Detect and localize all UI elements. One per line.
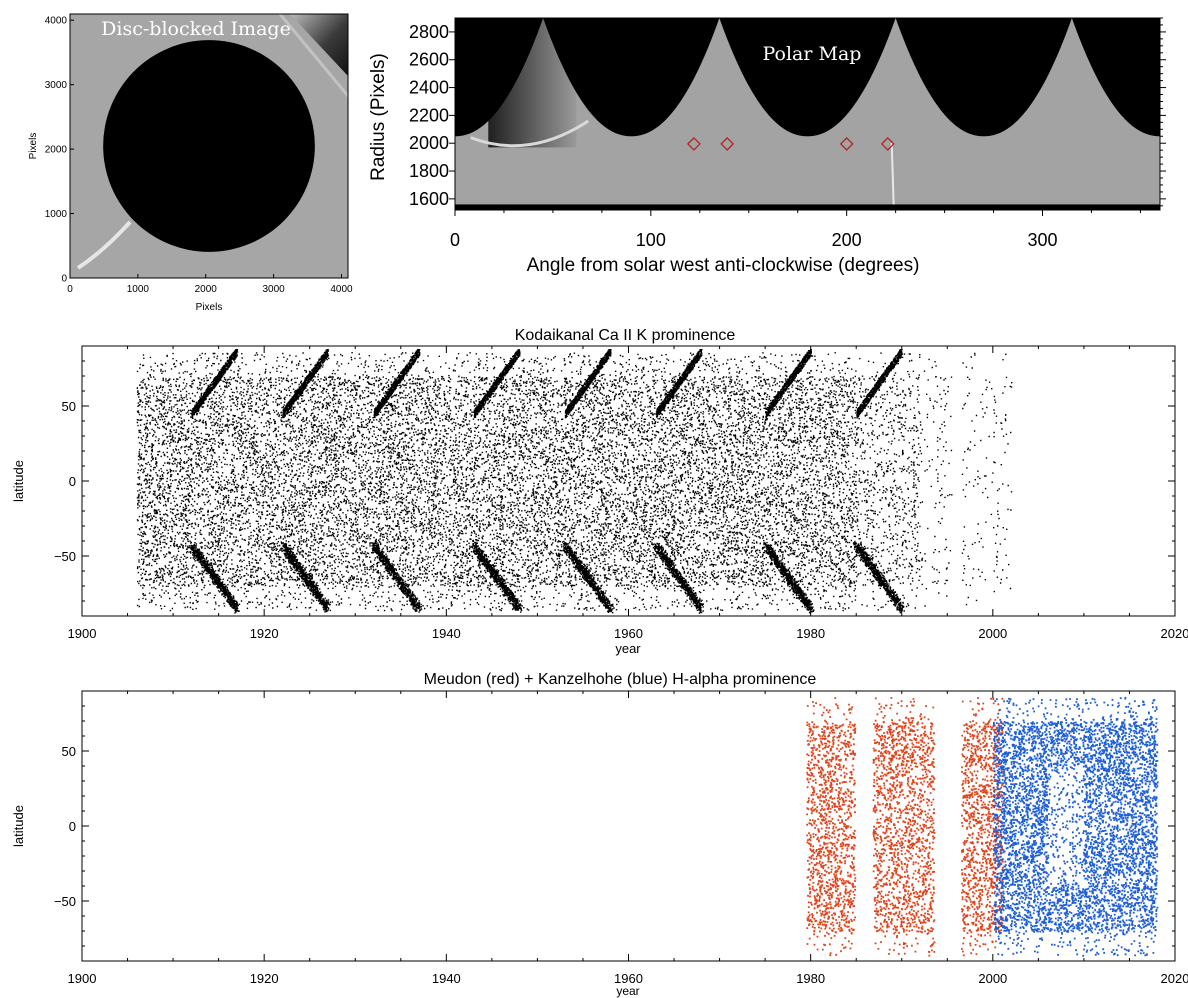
polar-map-bottom-band — [455, 204, 1160, 210]
polar-map-marker — [720, 136, 735, 151]
meudon-kanzelhohe-xtick-label: 1940 — [432, 971, 461, 986]
disc-image-ticks: 0 1000 2000 3000 4000 0 1000 2000 3000 4000 — [45, 16, 353, 295]
polar-map-bright-streak — [890, 143, 895, 205]
disc-image-xlabel: Pixels — [196, 302, 223, 313]
meudon-series — [806, 697, 1004, 957]
disc-image-edge-arc — [76, 220, 132, 270]
panel-disc-image: Disc-blocked Image 0 1000 2000 3000 4000 0 100… — [28, 13, 353, 313]
kodaikanal-ytick-label: 0 — [69, 474, 76, 489]
disc-image-frame — [69, 13, 349, 279]
meudon-kanzelhohe-xtick-label: 1980 — [796, 971, 825, 986]
meudon-kanzelhohe-ytick-label: −50 — [54, 894, 76, 909]
kodaikanal-xtick-label: 1920 — [250, 626, 279, 641]
polar-map-ytick-label: 2200 — [409, 105, 449, 125]
kodaikanal-xlabel: year — [615, 641, 641, 656]
meudon-kanzelhohe-frame — [81, 690, 1176, 962]
kodaikanal-ytick-label: 50 — [62, 399, 76, 414]
kodaikanal-xtick-label: 1940 — [432, 626, 461, 641]
panel-kodaikanal: 1900 1920 1940 1960 1980 2000 2020 −50 0 50 Kodai… — [11, 327, 1188, 656]
meudon-kanzelhohe-xtick-label: 1900 — [68, 971, 97, 986]
panel-polar-map: Polar Map 0 100 200 300 1600 1800 2000 2200 2400… — [368, 17, 1166, 276]
polar-map-title: Polar Map — [763, 43, 862, 65]
kodaikanal-ylabel: latitude — [11, 460, 26, 502]
disc-image-xtick-label: 1000 — [127, 284, 150, 295]
disc-image-ytick-label: 4000 — [45, 16, 68, 27]
polar-map-ytick-label: 2800 — [409, 22, 449, 42]
disc-image-ytick-label: 0 — [61, 274, 67, 285]
polar-map-ticks: 0 100 200 300 1600 1800 2000 2200 2400 2600 2800 — [409, 17, 1166, 250]
meudon-kanzelhohe-xlabel: year — [616, 984, 639, 998]
disc-image-ytick-label: 1000 — [45, 209, 68, 220]
disc-image-xtick-label: 4000 — [330, 284, 353, 295]
meudon-kanzelhohe-ticks: 1900 1920 1940 1960 1980 2000 2020 −50 0 50 — [54, 691, 1188, 986]
polar-map-xlabel: Angle from solar west anti-clockwise (de… — [527, 255, 920, 276]
kodaikanal-ticks: 1900 1920 1940 1960 1980 2000 2020 −50 0 50 — [54, 346, 1188, 641]
polar-map-xtick-label: 100 — [636, 230, 666, 250]
kodaikanal-xtick-label: 1960 — [614, 626, 643, 641]
kodaikanal-xtick-label: 2000 — [978, 626, 1007, 641]
disc-image-xtick-label: 0 — [67, 284, 73, 295]
polar-map-frame — [454, 17, 1161, 211]
polar-map-marker — [880, 136, 895, 151]
kodaikanal-ytick-label: −50 — [54, 549, 76, 564]
polar-map-ylabel: Radius (Pixels) — [368, 53, 389, 181]
meudon-kanzelhohe-xtick-label: 2020 — [1161, 971, 1188, 986]
polar-map-ytick-label: 2600 — [409, 50, 449, 70]
kodaikanal-title: Kodaikanal Ca II K prominence — [515, 327, 736, 344]
disc-image-dark-corner — [290, 14, 348, 76]
polar-map-ytick-label: 1600 — [409, 189, 449, 209]
meudon-kanzelhohe-points — [806, 697, 1159, 957]
polar-map-marker — [686, 136, 701, 151]
meudon-kanzelhohe-ytick-label: 0 — [69, 819, 76, 834]
kodaikanal-points — [136, 349, 1013, 614]
meudon-kanzelhohe-ylabel: latitude — [11, 805, 26, 847]
disc-image-xtick-label: 2000 — [195, 284, 218, 295]
polar-map-xtick-label: 200 — [832, 230, 862, 250]
polar-map-arc-feature — [470, 119, 589, 148]
disc-image-ylabel: Pixels — [28, 133, 39, 160]
disc-image-title: Disc-blocked Image — [101, 18, 291, 40]
disc-image-occulter — [103, 40, 315, 252]
disc-image-ytick-label: 2000 — [45, 145, 68, 156]
disc-image-ytick-label: 3000 — [45, 80, 68, 91]
polar-map-ytick-label: 1800 — [409, 161, 449, 181]
panel-meudon-kanzelhohe: 1900 1920 1940 1960 1980 2000 2020 −50 0 50 Meudo… — [11, 671, 1188, 998]
disc-image-streak — [278, 14, 348, 97]
polar-map-ytick-label: 2000 — [409, 133, 449, 153]
kodaikanal-xtick-label: 1980 — [796, 626, 825, 641]
polar-map-xtick-label: 300 — [1027, 230, 1057, 250]
polar-map-occulted-region — [455, 18, 1160, 137]
kodaikanal-series — [136, 349, 1013, 614]
polar-map-xtick-label: 0 — [450, 230, 460, 250]
kodaikanal-xtick-label: 1900 — [68, 626, 97, 641]
kanzelhohe-series — [992, 697, 1159, 957]
kodaikanal-xtick-label: 2020 — [1161, 626, 1188, 641]
meudon-kanzelhohe-xtick-label: 1920 — [250, 971, 279, 986]
polar-map-ytick-label: 2400 — [409, 78, 449, 98]
disc-image-xtick-label: 3000 — [262, 284, 285, 295]
meudon-kanzelhohe-xtick-label: 1960 — [614, 971, 643, 986]
polar-map-marker — [839, 136, 854, 151]
meudon-kanzelhohe-title: Meudon (red) + Kanzelhohe (blue) H-alpha… — [424, 671, 817, 688]
meudon-kanzelhohe-xtick-label: 2000 — [978, 971, 1007, 986]
meudon-kanzelhohe-ytick-label: 50 — [62, 744, 76, 759]
